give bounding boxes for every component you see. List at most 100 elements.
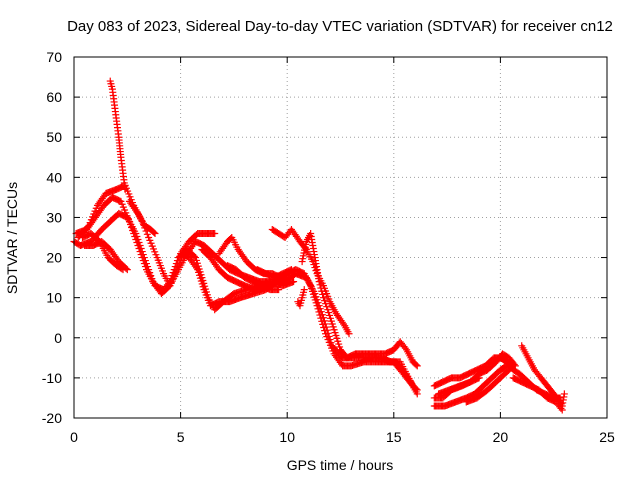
chart-title: Day 083 of 2023, Sidereal Day-to-day VTE… bbox=[67, 18, 613, 35]
data-point bbox=[132, 236, 140, 244]
y-tick-label: 10 bbox=[46, 290, 62, 306]
y-tick-label: 0 bbox=[54, 330, 62, 346]
x-tick-label: 5 bbox=[177, 429, 185, 445]
data-point bbox=[322, 323, 330, 331]
data-point bbox=[287, 266, 295, 274]
data-point bbox=[311, 290, 319, 298]
data-point bbox=[321, 297, 329, 305]
series-track-22 bbox=[509, 374, 566, 414]
series-track-1 bbox=[70, 209, 421, 398]
data-point bbox=[321, 320, 329, 328]
series-track-13 bbox=[298, 229, 421, 370]
data-point bbox=[558, 406, 566, 414]
series-track-6 bbox=[125, 197, 159, 237]
data-point bbox=[135, 245, 143, 253]
data-point bbox=[314, 299, 322, 307]
data-point bbox=[319, 294, 327, 302]
y-tick-label: 50 bbox=[46, 129, 62, 145]
data-point bbox=[125, 217, 133, 225]
data-point bbox=[141, 263, 149, 271]
x-tick-label: 15 bbox=[386, 429, 402, 445]
data-point bbox=[283, 274, 291, 282]
tick-labels: 0 5 10 15 20 25 -20 -10 0 10 20 30 40 50 60 70 bbox=[42, 49, 615, 445]
data-point bbox=[326, 336, 334, 344]
data-point bbox=[131, 232, 139, 240]
data-point bbox=[140, 260, 148, 268]
data-point bbox=[509, 362, 517, 370]
data-point bbox=[557, 404, 565, 412]
data-point bbox=[327, 339, 335, 347]
data-point bbox=[412, 361, 420, 369]
data-point bbox=[313, 296, 321, 304]
data-point bbox=[413, 386, 421, 394]
series-track-11 bbox=[253, 266, 295, 282]
series-track-15 bbox=[379, 354, 421, 394]
x-tick-label: 25 bbox=[599, 429, 615, 445]
data-point bbox=[129, 226, 137, 234]
data-point bbox=[475, 374, 483, 382]
data-point bbox=[300, 286, 308, 294]
y-tick-label: 70 bbox=[46, 49, 62, 65]
data-point bbox=[151, 229, 159, 237]
series-spike bbox=[106, 77, 129, 193]
data-point bbox=[401, 344, 409, 352]
data-point bbox=[121, 185, 129, 193]
data-point bbox=[323, 326, 331, 334]
data-point bbox=[315, 278, 323, 286]
series-track-18 bbox=[430, 362, 511, 410]
data-point bbox=[173, 257, 181, 265]
data-point bbox=[143, 230, 151, 238]
data-point bbox=[345, 330, 353, 338]
data-point bbox=[171, 263, 179, 271]
series-track-7 bbox=[177, 229, 219, 258]
data-point bbox=[130, 229, 138, 237]
data-point bbox=[138, 254, 146, 262]
y-axis-label: SDTVAR / TECUs bbox=[4, 182, 20, 294]
data-point bbox=[317, 284, 325, 292]
data-point bbox=[150, 228, 158, 236]
data-point bbox=[319, 290, 327, 298]
data-point bbox=[211, 229, 219, 237]
data-point bbox=[133, 208, 141, 216]
data-point bbox=[318, 311, 326, 319]
data-point bbox=[134, 242, 142, 250]
data-point bbox=[320, 317, 328, 325]
series-track-20 bbox=[462, 362, 517, 406]
data-point bbox=[413, 362, 421, 370]
y-tick-label: 30 bbox=[46, 209, 62, 225]
data-point bbox=[325, 332, 333, 340]
data-point bbox=[316, 305, 324, 313]
data-point bbox=[324, 329, 332, 337]
data-point bbox=[323, 303, 331, 311]
y-tick-label: 20 bbox=[46, 250, 62, 266]
data-point bbox=[318, 287, 326, 295]
series-track-10 bbox=[224, 262, 283, 294]
x-tick-label: 0 bbox=[70, 429, 78, 445]
data-point bbox=[317, 308, 325, 316]
data-point bbox=[315, 302, 323, 310]
data-point bbox=[319, 314, 327, 322]
data-point bbox=[118, 265, 126, 273]
data-point bbox=[137, 251, 145, 259]
series-track-8 bbox=[198, 246, 270, 294]
y-tick-label: 60 bbox=[46, 89, 62, 105]
plot-frame bbox=[73, 56, 608, 419]
x-tick-label: 10 bbox=[279, 429, 295, 445]
data-point bbox=[560, 390, 568, 398]
data-point bbox=[139, 257, 147, 265]
data-point bbox=[119, 266, 127, 274]
series-track-5 bbox=[79, 229, 127, 274]
data-point bbox=[136, 248, 144, 256]
series-track-21 bbox=[518, 342, 568, 410]
data-point bbox=[172, 260, 180, 268]
plot-area bbox=[70, 77, 568, 414]
data-point bbox=[412, 385, 420, 393]
data-point bbox=[322, 300, 330, 308]
data-point bbox=[133, 239, 141, 247]
data-point bbox=[312, 293, 320, 301]
series-track-14 bbox=[294, 286, 308, 310]
y-tick-label: -20 bbox=[42, 410, 62, 426]
y-tick-label: -10 bbox=[42, 370, 62, 386]
data-point bbox=[340, 320, 348, 328]
x-tick-label: 20 bbox=[493, 429, 509, 445]
